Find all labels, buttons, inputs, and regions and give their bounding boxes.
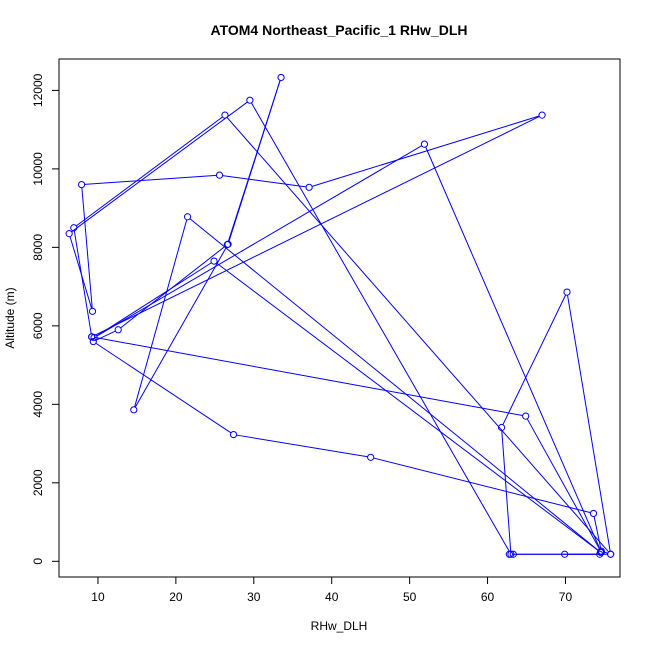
data-point bbox=[88, 307, 97, 315]
data-point bbox=[65, 230, 73, 238]
series-segment bbox=[95, 330, 116, 341]
series-segment bbox=[501, 430, 512, 552]
x-axis: 10 20 30 40 50 60 70 bbox=[91, 577, 572, 604]
data-point bbox=[305, 183, 313, 191]
series-segment bbox=[251, 102, 510, 552]
series-segment bbox=[73, 230, 92, 334]
data-point bbox=[607, 550, 615, 558]
data-point bbox=[88, 333, 96, 341]
data-point bbox=[215, 171, 224, 179]
data-point bbox=[130, 406, 138, 414]
series-segment bbox=[81, 187, 93, 309]
y-tick-label: 10000 bbox=[31, 152, 45, 186]
series bbox=[65, 73, 615, 558]
data-point bbox=[497, 423, 506, 432]
y-axis: 0 2000 4000 6000 8000 10000 12000 bbox=[31, 73, 59, 565]
data-point bbox=[563, 288, 571, 296]
data-point bbox=[507, 550, 515, 558]
data-point bbox=[89, 337, 97, 346]
series-segment bbox=[222, 175, 307, 188]
data-point bbox=[561, 550, 569, 558]
x-tick-label: 10 bbox=[91, 590, 105, 604]
data-point bbox=[221, 111, 229, 119]
series-segment bbox=[75, 116, 223, 227]
series-segment bbox=[567, 295, 611, 552]
x-tick-label: 70 bbox=[559, 590, 573, 604]
data-point bbox=[114, 326, 122, 334]
data-point bbox=[210, 257, 218, 265]
y-tick-label: 12000 bbox=[31, 73, 45, 107]
series-segment bbox=[134, 219, 188, 407]
data-point bbox=[538, 111, 546, 119]
series-segment bbox=[226, 117, 609, 553]
series-segment bbox=[95, 342, 232, 434]
data-point bbox=[70, 224, 78, 232]
series-segment bbox=[593, 516, 602, 549]
data-point bbox=[183, 213, 192, 221]
series-segment bbox=[96, 262, 212, 337]
chart-title: ATOM4 Northeast_Pacific_1 RHw_DLH bbox=[211, 22, 468, 38]
series-segment bbox=[134, 246, 227, 408]
series-segment bbox=[228, 80, 281, 242]
x-axis-label: RHw_DLH bbox=[311, 619, 368, 633]
data-point bbox=[224, 240, 232, 248]
series-segment bbox=[502, 294, 567, 425]
y-tick-label: 0 bbox=[31, 558, 45, 565]
y-tick-label: 8000 bbox=[31, 234, 45, 261]
x-tick-label: 50 bbox=[403, 590, 417, 604]
series-segment bbox=[69, 236, 93, 309]
plot-frame bbox=[58, 58, 621, 578]
data-point bbox=[589, 509, 598, 518]
series-segment bbox=[236, 434, 368, 458]
y-tick-label: 6000 bbox=[31, 312, 45, 339]
series-segment bbox=[311, 115, 540, 187]
x-tick-label: 60 bbox=[481, 590, 495, 604]
data-point bbox=[522, 412, 530, 420]
y-tick-label: 2000 bbox=[31, 469, 45, 496]
data-point bbox=[277, 73, 285, 82]
y-tick-label: 4000 bbox=[31, 391, 45, 418]
x-tick-label: 30 bbox=[247, 590, 261, 604]
data-point bbox=[246, 96, 254, 104]
data-point bbox=[77, 180, 86, 189]
series-segment bbox=[373, 457, 591, 514]
data-point bbox=[509, 550, 517, 558]
y-axis-label: Altitude (m) bbox=[3, 287, 17, 348]
series-segment bbox=[71, 101, 248, 233]
series-segment bbox=[216, 262, 599, 551]
data-point bbox=[420, 140, 429, 148]
x-tick-label: 20 bbox=[169, 590, 183, 604]
data-point bbox=[597, 548, 605, 556]
series-segment bbox=[94, 116, 540, 336]
series-segment bbox=[96, 145, 423, 337]
x-tick-label: 40 bbox=[325, 590, 339, 604]
series-segment bbox=[425, 146, 601, 550]
data-point bbox=[367, 453, 375, 461]
series-segment bbox=[84, 174, 217, 185]
series-segment bbox=[189, 218, 599, 551]
data-point bbox=[229, 430, 238, 439]
series-segment bbox=[94, 336, 523, 417]
